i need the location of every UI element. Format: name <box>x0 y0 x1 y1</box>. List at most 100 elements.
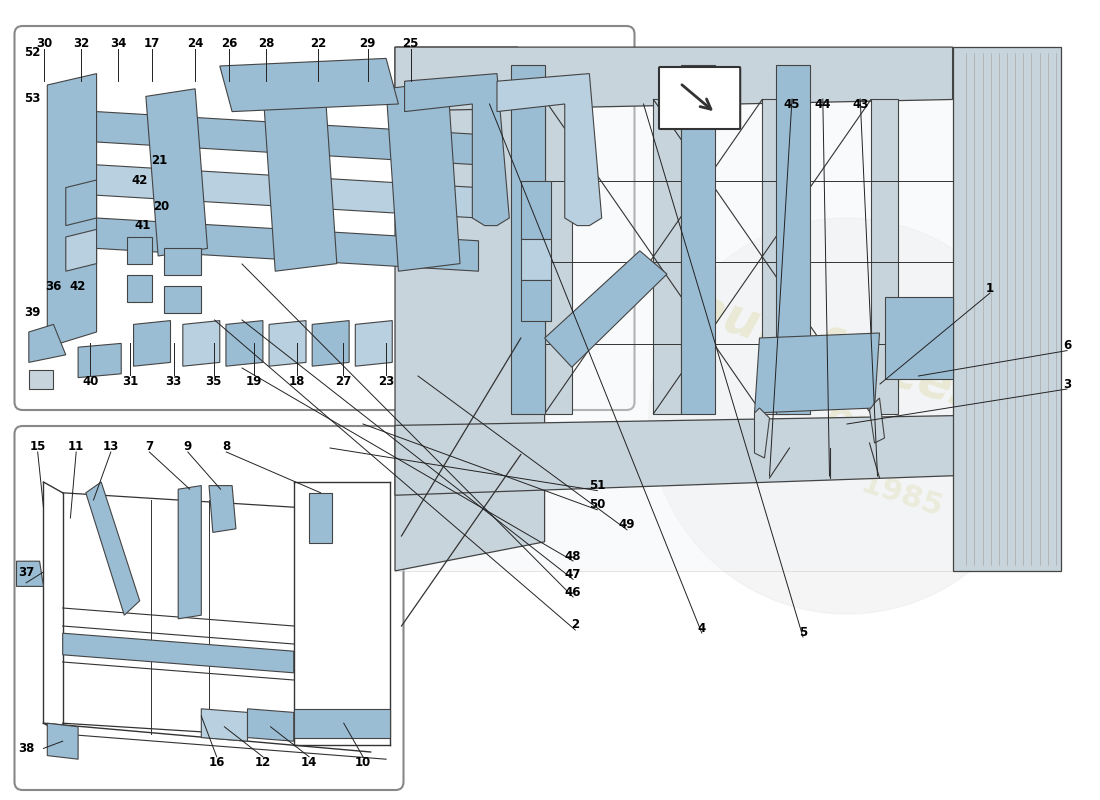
Text: 8: 8 <box>222 439 231 453</box>
Text: parts: parts <box>820 396 940 468</box>
Text: 52: 52 <box>24 46 40 59</box>
Text: 42: 42 <box>132 174 147 186</box>
Polygon shape <box>164 286 201 313</box>
Polygon shape <box>497 74 602 226</box>
Text: 1985: 1985 <box>857 469 947 523</box>
Polygon shape <box>755 408 770 458</box>
Text: 25: 25 <box>403 37 419 50</box>
Text: 36: 36 <box>45 280 62 293</box>
Polygon shape <box>386 82 460 271</box>
Text: 40: 40 <box>82 375 99 388</box>
Polygon shape <box>869 398 884 443</box>
Polygon shape <box>510 65 544 414</box>
Text: 29: 29 <box>360 37 376 50</box>
Text: 28: 28 <box>257 37 274 50</box>
Polygon shape <box>220 58 398 111</box>
Polygon shape <box>395 47 1062 571</box>
Polygon shape <box>183 321 220 366</box>
Polygon shape <box>395 414 1062 495</box>
Text: 7: 7 <box>145 439 153 453</box>
Circle shape <box>649 218 1045 614</box>
Text: 49: 49 <box>618 518 636 531</box>
Polygon shape <box>263 82 337 271</box>
Polygon shape <box>164 248 201 275</box>
Text: 10: 10 <box>355 756 371 770</box>
Polygon shape <box>248 709 294 742</box>
Text: 4: 4 <box>697 622 706 634</box>
Text: 43: 43 <box>852 98 868 110</box>
Text: 19: 19 <box>245 375 262 388</box>
Text: 34: 34 <box>110 37 126 50</box>
Text: 33: 33 <box>165 375 182 388</box>
Polygon shape <box>66 230 97 271</box>
Polygon shape <box>201 709 248 742</box>
Polygon shape <box>128 237 152 264</box>
Polygon shape <box>133 321 170 366</box>
Polygon shape <box>178 486 201 619</box>
Polygon shape <box>294 709 389 738</box>
Polygon shape <box>871 99 899 414</box>
Text: 14: 14 <box>301 756 317 770</box>
Text: 23: 23 <box>378 375 394 388</box>
Polygon shape <box>128 275 152 302</box>
Polygon shape <box>762 99 790 414</box>
Polygon shape <box>78 343 121 378</box>
Text: 39: 39 <box>24 306 40 319</box>
Text: 22: 22 <box>310 37 327 50</box>
Text: 21: 21 <box>152 154 167 167</box>
Text: 17: 17 <box>144 37 161 50</box>
Polygon shape <box>520 280 551 321</box>
FancyBboxPatch shape <box>659 67 740 129</box>
Polygon shape <box>146 89 208 256</box>
Text: 50: 50 <box>590 498 605 511</box>
Text: 26: 26 <box>221 37 238 50</box>
Text: 53: 53 <box>24 92 40 105</box>
Text: 44: 44 <box>814 98 832 110</box>
Text: 41: 41 <box>134 219 151 232</box>
Polygon shape <box>66 180 97 226</box>
Text: 35: 35 <box>206 375 222 388</box>
Polygon shape <box>520 239 551 280</box>
Polygon shape <box>395 47 544 571</box>
Text: 45: 45 <box>783 98 801 110</box>
Polygon shape <box>97 111 478 165</box>
Text: 12: 12 <box>255 756 271 770</box>
Polygon shape <box>209 486 235 533</box>
Polygon shape <box>953 47 1062 571</box>
Text: 13: 13 <box>102 439 119 453</box>
Text: 18: 18 <box>288 375 305 388</box>
Polygon shape <box>97 218 478 271</box>
Text: 24: 24 <box>187 37 204 50</box>
Polygon shape <box>63 634 294 673</box>
Text: 38: 38 <box>18 742 34 755</box>
Polygon shape <box>86 482 140 615</box>
Text: 20: 20 <box>153 200 169 213</box>
Polygon shape <box>29 325 66 362</box>
Polygon shape <box>97 165 478 218</box>
FancyBboxPatch shape <box>14 426 404 790</box>
Polygon shape <box>47 723 78 759</box>
Polygon shape <box>29 370 54 389</box>
Polygon shape <box>47 74 97 347</box>
FancyBboxPatch shape <box>14 26 635 410</box>
Polygon shape <box>405 74 509 226</box>
Text: 15: 15 <box>30 439 46 453</box>
Polygon shape <box>681 65 715 414</box>
Text: 1: 1 <box>986 282 994 294</box>
Polygon shape <box>226 321 263 366</box>
Polygon shape <box>270 321 306 366</box>
Text: 30: 30 <box>36 37 53 50</box>
Polygon shape <box>755 333 880 413</box>
Text: 46: 46 <box>565 586 581 598</box>
Polygon shape <box>776 65 810 414</box>
Text: 16: 16 <box>209 756 224 770</box>
Text: 42: 42 <box>70 280 86 293</box>
Text: 11: 11 <box>68 439 85 453</box>
Polygon shape <box>16 562 44 586</box>
Polygon shape <box>355 321 393 366</box>
Text: 5: 5 <box>799 626 807 638</box>
Text: 3: 3 <box>1063 378 1071 390</box>
Polygon shape <box>653 99 681 414</box>
Polygon shape <box>544 99 572 414</box>
Text: 2: 2 <box>571 618 580 630</box>
